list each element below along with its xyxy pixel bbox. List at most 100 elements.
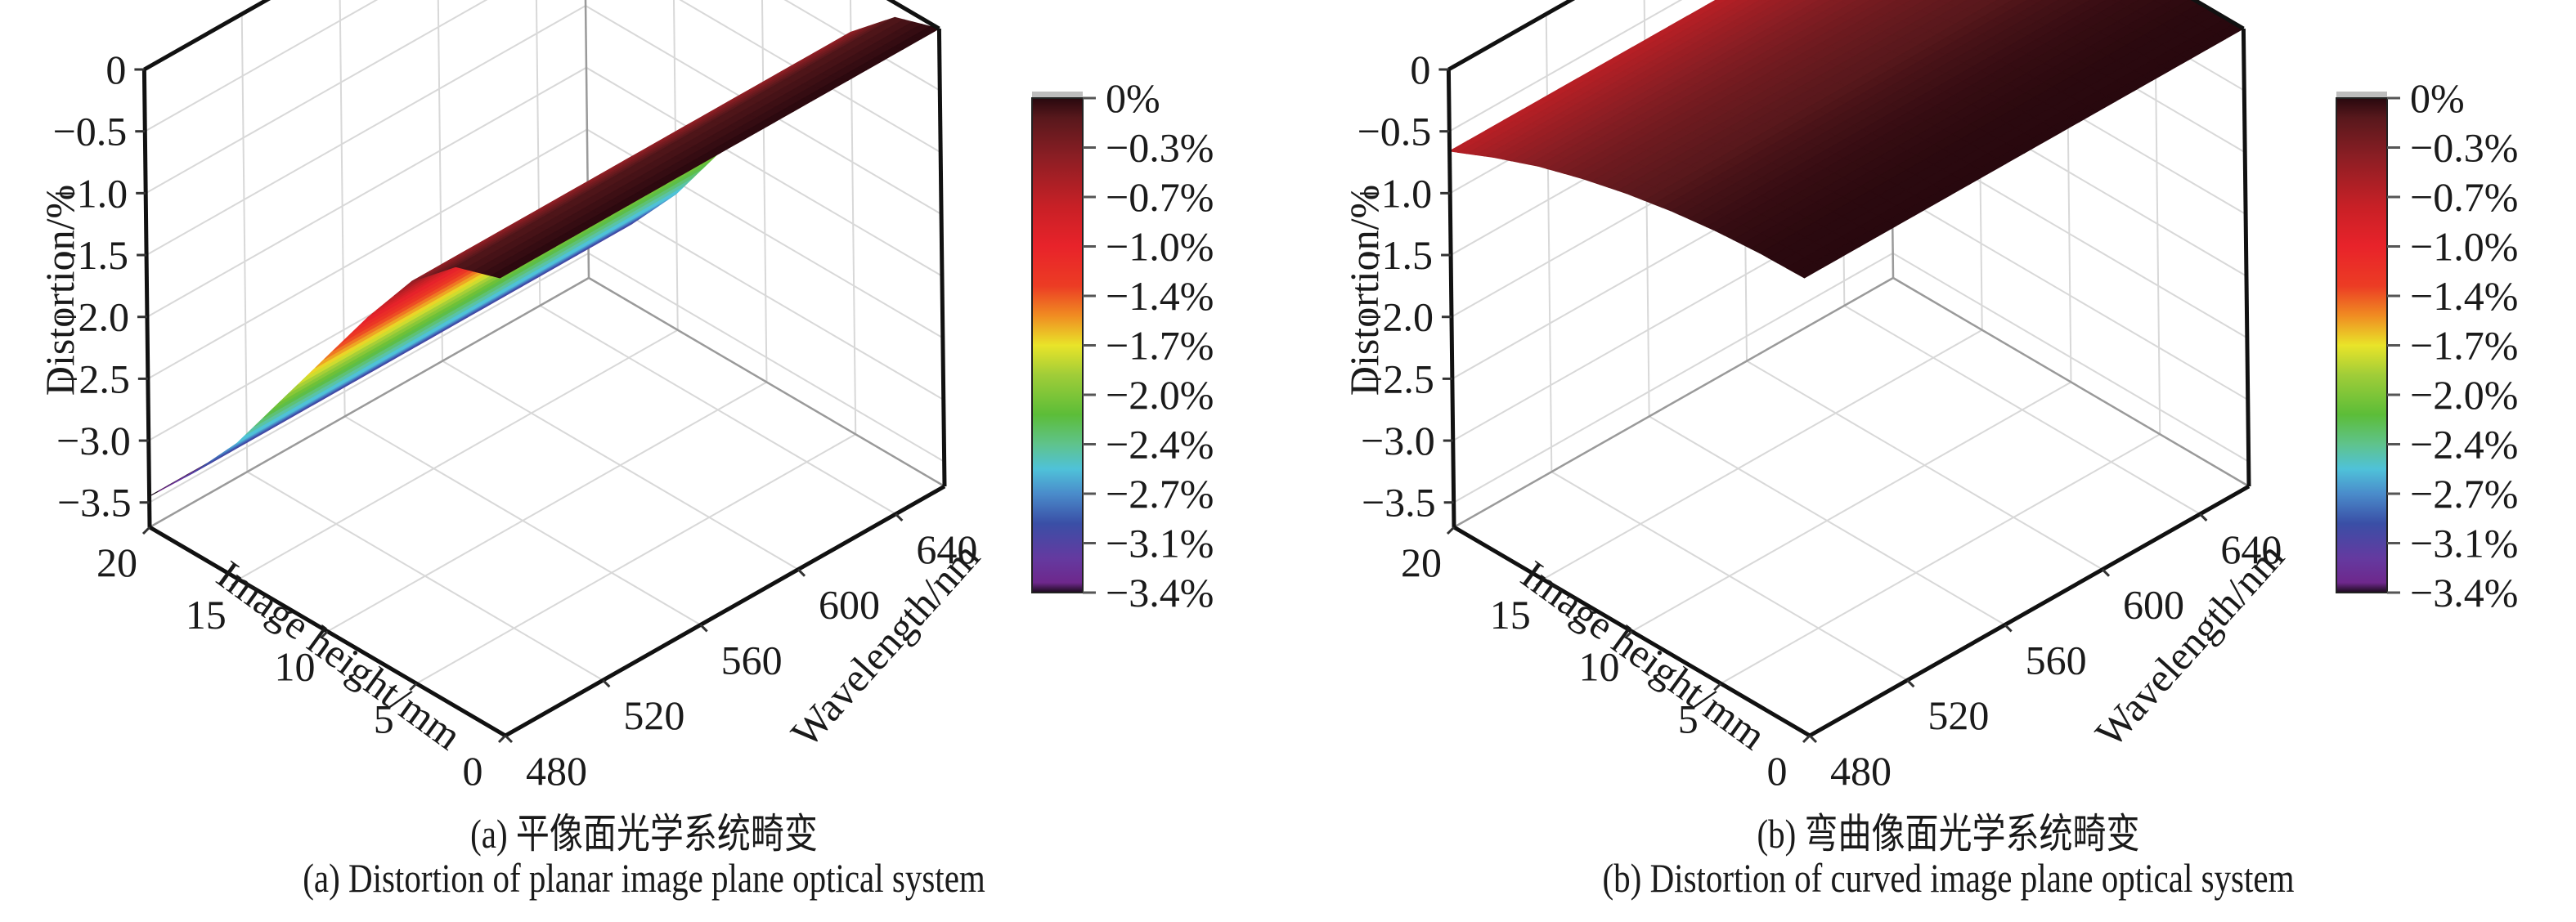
colorbar-tick-label: −2.7%	[1106, 471, 1214, 517]
floor-grid-line	[539, 305, 896, 515]
z-tick-label: −3.0	[56, 418, 131, 463]
floor-grid-line	[1720, 433, 2161, 685]
right-vertical-edge	[2241, 28, 2251, 487]
panel-b: 0 5 10 15 20 480 520 560 600 640 0 −0.5 −1.0 −1.5 −2.0…	[1304, 0, 2576, 922]
floor-grid-line	[246, 471, 604, 682]
y-tick	[797, 568, 806, 577]
x-tick	[320, 630, 329, 639]
colorbar-gradient	[2336, 97, 2388, 593]
z-tick-label: 0	[1410, 47, 1430, 92]
z-tick-label: −0.5	[53, 109, 128, 154]
right-vertical-edge	[936, 28, 947, 487]
z-axis-line	[141, 69, 152, 528]
colorbar-tick-label: −2.7%	[2410, 471, 2518, 517]
colorbar-tick-label: −3.1%	[2410, 521, 2518, 566]
wall-grid-line	[672, 0, 679, 330]
z-axis-title: Distortion/%	[1341, 185, 1387, 396]
caption-cn-a: (a) 平像面光学系统畸变	[470, 811, 818, 857]
x-tick-label: 5	[374, 696, 394, 741]
y-axis-title: Wavelength/nm	[782, 534, 989, 756]
colorbar-tick-label: −0.3%	[1106, 125, 1214, 171]
top-left-edge	[143, 0, 272, 72]
panel-a: 0 5 10 15 20 480 520 560 600 640 0 −0.5 −1.0 −1.5 −2.0…	[37, 0, 1214, 901]
z-tick-label: −3.5	[1362, 480, 1436, 526]
y-axis-title: Wavelength/nm	[2086, 534, 2293, 756]
colorbar-tick-label: −2.4%	[1106, 422, 1214, 468]
z-axis-line	[1446, 69, 1456, 528]
y-tick	[2101, 568, 2111, 577]
z-tick-label: −0.5	[1358, 109, 1432, 154]
x-tick	[409, 683, 418, 692]
surface-patch	[1794, 262, 1824, 279]
x-tick	[1713, 683, 1722, 692]
floor-grid-line	[415, 433, 856, 685]
colorbar-tick-label: −3.1%	[1106, 521, 1214, 566]
colorbar-tick-label: −1.0%	[2410, 224, 2518, 270]
back-floor-edge	[1453, 276, 2250, 529]
colorbar: 0%−0.3%−0.7%−1.0%−1.4%−1.7%−2.0%−2.4%−2.…	[2336, 75, 2518, 615]
colorbar-tick-label: −0.7%	[2410, 174, 2518, 220]
x-tick	[1624, 630, 1633, 639]
y-tick	[504, 734, 514, 744]
wall-grid-line	[761, 0, 768, 383]
colorbar-tick-label: −1.7%	[1106, 323, 1214, 369]
colorbar-tick-label: 0%	[2410, 75, 2465, 121]
x-tick-label: 10	[275, 644, 316, 690]
wall-grid-line	[144, 0, 940, 132]
x-tick	[1535, 578, 1544, 587]
wall-grid-line	[1453, 252, 2250, 504]
x-tick-label: 20	[1401, 539, 1442, 585]
surface-patch	[490, 265, 520, 279]
y-tick	[895, 512, 904, 521]
colorbar-cap	[2336, 92, 2387, 98]
x-tick-label: 10	[1579, 644, 1620, 690]
floor-grid-line	[1542, 329, 1983, 580]
x-tick	[497, 734, 507, 744]
z-tick-label: −2.5	[56, 356, 130, 401]
x-tick	[1446, 526, 1456, 535]
y-tick-label: 520	[623, 692, 684, 738]
y-tick	[602, 679, 611, 688]
y-tick	[2004, 624, 2013, 633]
wall-grid-line	[149, 252, 945, 504]
surface	[149, 16, 940, 497]
z-tick-label: −1.0	[53, 170, 128, 216]
colorbar-gradient	[1031, 97, 1084, 593]
floor-grid-line	[442, 360, 799, 571]
floor-grid-line	[1551, 471, 1908, 682]
y-axis-line	[504, 484, 946, 738]
floor-grid-line	[1843, 305, 2201, 515]
y-tick-label: 560	[721, 637, 783, 683]
colorbar-tick-label: 0%	[1106, 75, 1160, 121]
caption-en-b: (b) Distortion of curved image plane opt…	[1602, 855, 2295, 901]
z-tick-label: −2.0	[1359, 294, 1434, 340]
colorbar-tick-label: −1.7%	[2410, 323, 2518, 369]
colorbar-cap	[1032, 92, 1083, 98]
x-tick	[231, 578, 240, 587]
colorbar-tick-label: −0.3%	[2410, 125, 2518, 171]
colorbar-tick-label: −3.4%	[1106, 570, 1214, 615]
caption-en-a: (a) Distortion of planar image plane opt…	[303, 855, 985, 901]
x-tick-label: 20	[96, 539, 137, 585]
x-tick-label: 0	[1767, 748, 1788, 794]
y-tick-label: 600	[2123, 582, 2184, 628]
z-tick-label: −3.0	[1361, 418, 1435, 463]
x-tick-label: 15	[1490, 592, 1531, 638]
colorbar-tick-label: −1.0%	[1106, 224, 1214, 270]
surface-plot-a: 0 5 10 15 20 480 520 560 600 640 0 −0.5 −1.0 −1.5 −2.0…	[37, 0, 1214, 794]
z-tick-label: −1.5	[54, 232, 128, 278]
floor-grid-line	[1746, 360, 2103, 571]
z-tick-label: 0	[105, 47, 126, 92]
x-axis-title: Image height/mm	[209, 552, 469, 759]
wall-grid-line	[240, 14, 249, 472]
y-tick-label: 480	[526, 748, 587, 794]
y-tick	[1906, 679, 1915, 688]
colorbar-tick-label: −1.4%	[1106, 273, 1214, 319]
y-tick-label: 480	[1830, 748, 1892, 794]
surface-plot-b: 0 5 10 15 20 480 520 560 600 640 0 −0.5 −1.0 −1.5 −2.0…	[1341, 0, 2518, 794]
x-axis-title: Image height/mm	[1513, 552, 1774, 759]
z-tick-label: −1.5	[1358, 232, 1433, 278]
surface	[1448, 0, 2245, 279]
z-tick-label: −1.0	[1358, 170, 1432, 216]
floor-grid-line	[1631, 381, 2071, 633]
